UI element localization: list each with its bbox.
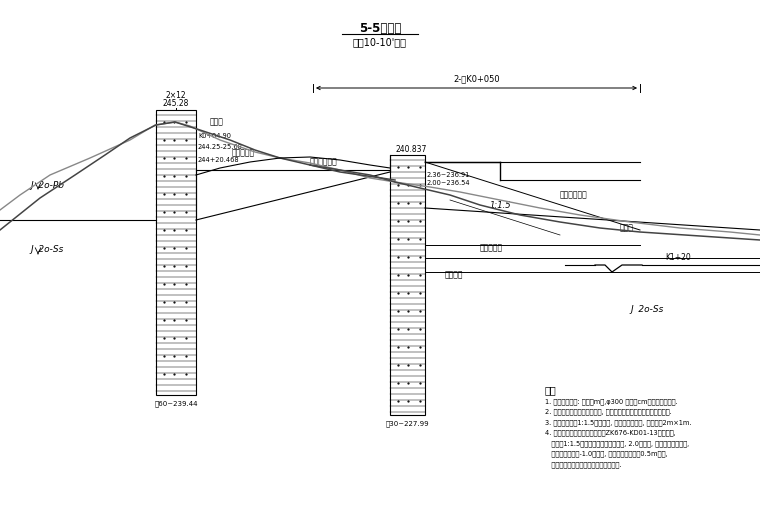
- Text: 比例10-10'剖面: 比例10-10'剖面: [353, 37, 407, 47]
- Text: 1:1.5: 1:1.5: [490, 201, 511, 209]
- Text: 截水沟骨架: 截水沟骨架: [480, 244, 503, 252]
- Text: 2.00~236.54: 2.00~236.54: [427, 180, 470, 186]
- Text: K1+20: K1+20: [665, 253, 691, 263]
- Text: 说明: 说明: [545, 385, 557, 395]
- Text: 245.28: 245.28: [163, 99, 189, 107]
- Text: 本路段1:1.5的填方边坡坡体为素填土, 2.0的坡体, 如地质情况有变化,: 本路段1:1.5的填方边坡坡体为素填土, 2.0的坡体, 如地质情况有变化,: [545, 440, 689, 447]
- Bar: [156, 110, 196, 395]
- Text: 2.36~236.91: 2.36~236.91: [427, 172, 470, 178]
- Text: 最大排: 最大排: [620, 223, 634, 233]
- Bar: [390, 155, 425, 415]
- Text: 2. 桩间挡土板采用现浇混凝土, 桩间挡板应在完成上节之前施工完毕.: 2. 桩间挡土板采用现浇混凝土, 桩间挡板应在完成上节之前施工完毕.: [545, 409, 672, 415]
- Text: 5-5剖面图: 5-5剖面图: [359, 22, 401, 35]
- Text: K0+04.90: K0+04.90: [198, 133, 231, 139]
- Text: 浆砌片石护坡: 浆砌片石护坡: [560, 190, 587, 200]
- Text: 最大桩: 最大桩: [210, 118, 224, 126]
- Text: J  2o-Ss: J 2o-Ss: [30, 246, 63, 254]
- Text: 平均流量: 平均流量: [445, 270, 464, 280]
- Text: J  2o-Pb: J 2o-Pb: [30, 181, 64, 189]
- Text: 活荷管桩产: 活荷管桩产: [232, 149, 255, 157]
- Text: 3. 坡面防护采用1:1.5格构梁式, 框格内植草绿化, 格构尺寸2m×1m.: 3. 坡面防护采用1:1.5格构梁式, 框格内植草绿化, 格构尺寸2m×1m.: [545, 419, 692, 426]
- Text: J  2o-Ss: J 2o-Ss: [630, 305, 663, 314]
- Text: 244+20.468: 244+20.468: [198, 157, 239, 163]
- Text: 2-钻K0+050: 2-钻K0+050: [453, 74, 500, 83]
- Text: 钻60~239.44: 钻60~239.44: [154, 400, 198, 407]
- Text: 244.25-25.68: 244.25-25.68: [198, 144, 243, 150]
- Text: 钻30~227.99: 钻30~227.99: [385, 420, 429, 427]
- Text: 240.837: 240.837: [395, 146, 426, 154]
- Text: 施工时应验槽在-1.0地基处, 挖至见土后应注意0.5m情况,: 施工时应验槽在-1.0地基处, 挖至见土后应注意0.5m情况,: [545, 450, 667, 457]
- Text: 4. 处于施工图阶段根据地勘报告ZK676-KD01-13钻孔资料,: 4. 处于施工图阶段根据地勘报告ZK676-KD01-13钻孔资料,: [545, 429, 676, 436]
- Text: 钢筋混凝土桩: 钢筋混凝土桩: [310, 157, 337, 167]
- Text: 2×12: 2×12: [166, 90, 186, 100]
- Text: 1. 图中尺寸单位: 高程以m计,φ300 系列以cm为单位填充完毕.: 1. 图中尺寸单位: 高程以m计,φ300 系列以cm为单位填充完毕.: [545, 398, 678, 405]
- Text: 如与设计不符合时请及时通知设计单位.: 如与设计不符合时请及时通知设计单位.: [545, 461, 622, 467]
